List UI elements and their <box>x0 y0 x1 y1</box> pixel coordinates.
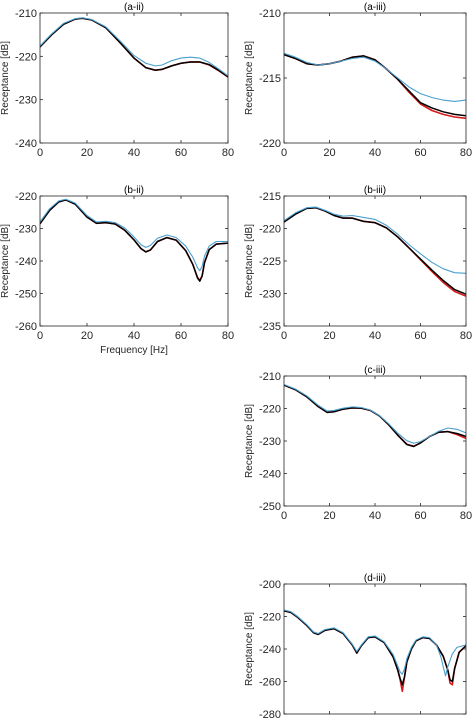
x-tick-label: 80 <box>460 330 472 342</box>
x-tick-label: 80 <box>460 510 472 522</box>
y-tick-label: -240 <box>259 469 281 481</box>
y-axis-label: Receptance [dB] <box>244 612 255 686</box>
series-group <box>284 52 466 120</box>
x-tick-label: 60 <box>175 147 187 159</box>
x-tick-label: 80 <box>222 330 234 342</box>
axes-frame <box>283 195 467 327</box>
x-tick-label: 0 <box>37 330 43 342</box>
y-tick-label: -240 <box>15 256 37 268</box>
y-tick-label: -230 <box>259 436 281 448</box>
x-tick-label: 20 <box>323 147 335 159</box>
y-tick-label: -220 <box>259 612 281 624</box>
y-axis-label: Receptance [dB] <box>244 224 255 298</box>
x-tick-label: 0 <box>281 147 287 159</box>
chart-c-iii: 0 20 40 60 80 -250 -240 -230 -220 -210 (c-iii) Rece… <box>244 365 472 522</box>
y-tick-label: -210 <box>15 8 37 20</box>
y-tick-label: -260 <box>259 677 281 689</box>
axes-frame <box>39 12 229 144</box>
x-tick-label: 40 <box>128 147 140 159</box>
series-line-0 <box>284 384 466 448</box>
y-tick-label: -220 <box>15 191 37 203</box>
series-line-2 <box>284 609 466 677</box>
x-tick-label: 60 <box>414 330 426 342</box>
chart-title: (b-ii) <box>124 185 144 196</box>
chart-title: (a-ii) <box>124 2 144 13</box>
y-tick-label: -250 <box>15 289 37 301</box>
x-axis-label: Frequency [Hz] <box>100 345 168 356</box>
x-tick-label: 0 <box>281 510 287 522</box>
series-line-1 <box>40 17 228 78</box>
y-tick-label: -210 <box>259 371 281 383</box>
x-tick-label: 60 <box>175 330 187 342</box>
x-tick-label: 40 <box>128 330 140 342</box>
y-tick-label: -220 <box>15 51 37 63</box>
y-tick-label: -250 <box>259 501 281 513</box>
series-line-1 <box>40 199 228 282</box>
series-line-1 <box>284 384 466 448</box>
x-tick-label: 40 <box>369 330 381 342</box>
series-line-2 <box>40 17 228 77</box>
y-axis-label: Receptance [dB] <box>0 41 11 115</box>
chart-b-iii: 0 20 40 60 80 -235 -230 -225 -220 -215 (b-iii) Rece… <box>244 185 472 342</box>
y-tick-label: -280 <box>259 709 281 719</box>
chart-title: (d-iii) <box>364 573 386 584</box>
axes-frame <box>39 195 229 327</box>
series-group <box>284 206 466 297</box>
y-tick-label: -210 <box>259 8 281 20</box>
y-tick-label: -215 <box>259 191 281 203</box>
series-line-2 <box>284 52 466 102</box>
series-line-2 <box>40 198 228 272</box>
y-tick-label: -240 <box>259 644 281 656</box>
y-tick-label: -220 <box>259 404 281 416</box>
series-line-1 <box>284 610 466 686</box>
series-group <box>40 17 228 78</box>
y-tick-label: -200 <box>259 579 281 591</box>
chart-title: (b-iii) <box>364 185 386 196</box>
chart-title: (a-iii) <box>364 2 386 13</box>
x-tick-label: 60 <box>414 147 426 159</box>
series-line-2 <box>284 206 466 274</box>
x-tick-label: 40 <box>369 147 381 159</box>
y-tick-label: -230 <box>259 289 281 301</box>
chart-title: (c-iii) <box>364 365 386 376</box>
x-tick-label: 20 <box>323 330 335 342</box>
x-tick-label: 60 <box>414 510 426 522</box>
y-tick-label: -235 <box>259 321 281 333</box>
x-tick-label: 0 <box>37 147 43 159</box>
series-line-1 <box>284 206 466 295</box>
series-line-2 <box>284 383 466 444</box>
x-tick-label: 40 <box>369 510 381 522</box>
series-line-0 <box>40 17 228 78</box>
chart-b-ii: 0 20 40 60 80 -260 -250 -240 -230 -220 (b-ii) Recep… <box>0 185 234 356</box>
x-tick-label: 80 <box>460 147 472 159</box>
y-tick-label: -240 <box>15 138 37 150</box>
x-tick-label: 20 <box>81 147 93 159</box>
y-tick-label: -260 <box>15 321 37 333</box>
x-tick-label: 0 <box>281 330 287 342</box>
y-axis-label: Receptance [dB] <box>244 41 255 115</box>
axes-frame <box>283 375 467 507</box>
y-tick-label: -215 <box>259 73 281 85</box>
series-group <box>284 609 466 693</box>
y-axis-label: Receptance [dB] <box>244 404 255 478</box>
y-tick-label: -225 <box>259 256 281 268</box>
series-group <box>40 198 228 282</box>
x-tick-label: 20 <box>81 330 93 342</box>
chart-d-iii: 020406080-280-260-240-220-200(d-iii)Rece… <box>244 573 472 719</box>
chart-a-ii: 0 20 40 60 80 -240 -230 -220 -210 (a-ii) Receptanc… <box>0 2 234 159</box>
chart-a-iii: 0 20 40 60 80 -220 -215 -210 (a-iii) Receptance [… <box>244 2 472 159</box>
y-tick-label: -220 <box>259 224 281 236</box>
y-axis-label: Receptance [dB] <box>0 224 11 298</box>
axes-frame <box>283 12 467 144</box>
series-group <box>284 383 466 448</box>
x-tick-label: 80 <box>222 147 234 159</box>
y-tick-label: -220 <box>259 138 281 150</box>
x-tick-label: 20 <box>323 510 335 522</box>
y-tick-label: -230 <box>15 224 37 236</box>
series-line-0 <box>284 206 466 297</box>
y-tick-label: -230 <box>15 95 37 107</box>
